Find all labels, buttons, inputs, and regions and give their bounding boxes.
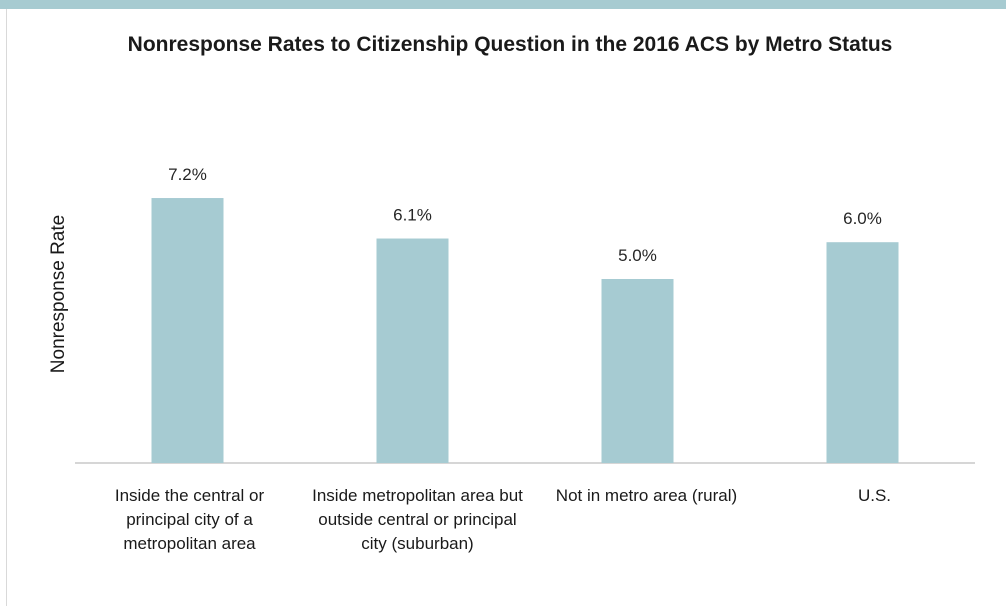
data-label-2: 5.0% (618, 246, 657, 265)
category-label-rural: Not in metro area (rural) (555, 486, 738, 505)
bar-3 (826, 242, 899, 463)
data-label-0: 7.2% (168, 165, 207, 184)
bar-2 (601, 279, 674, 463)
data-label-1: 6.1% (393, 206, 432, 225)
bar-1 (376, 238, 449, 463)
chart-title: Nonresponse Rates to Citizenship Questio… (127, 33, 893, 56)
top-accent-band (0, 0, 1006, 9)
category-label-us: U.S. (857, 486, 892, 505)
data-label-3: 6.0% (843, 209, 882, 228)
bar-0 (151, 198, 224, 464)
category-label-central-city: Inside the central or principal city of … (114, 486, 265, 553)
category-label-suburban: Inside metropolitan area but outside cen… (312, 486, 523, 553)
left-border-rule (6, 9, 7, 606)
